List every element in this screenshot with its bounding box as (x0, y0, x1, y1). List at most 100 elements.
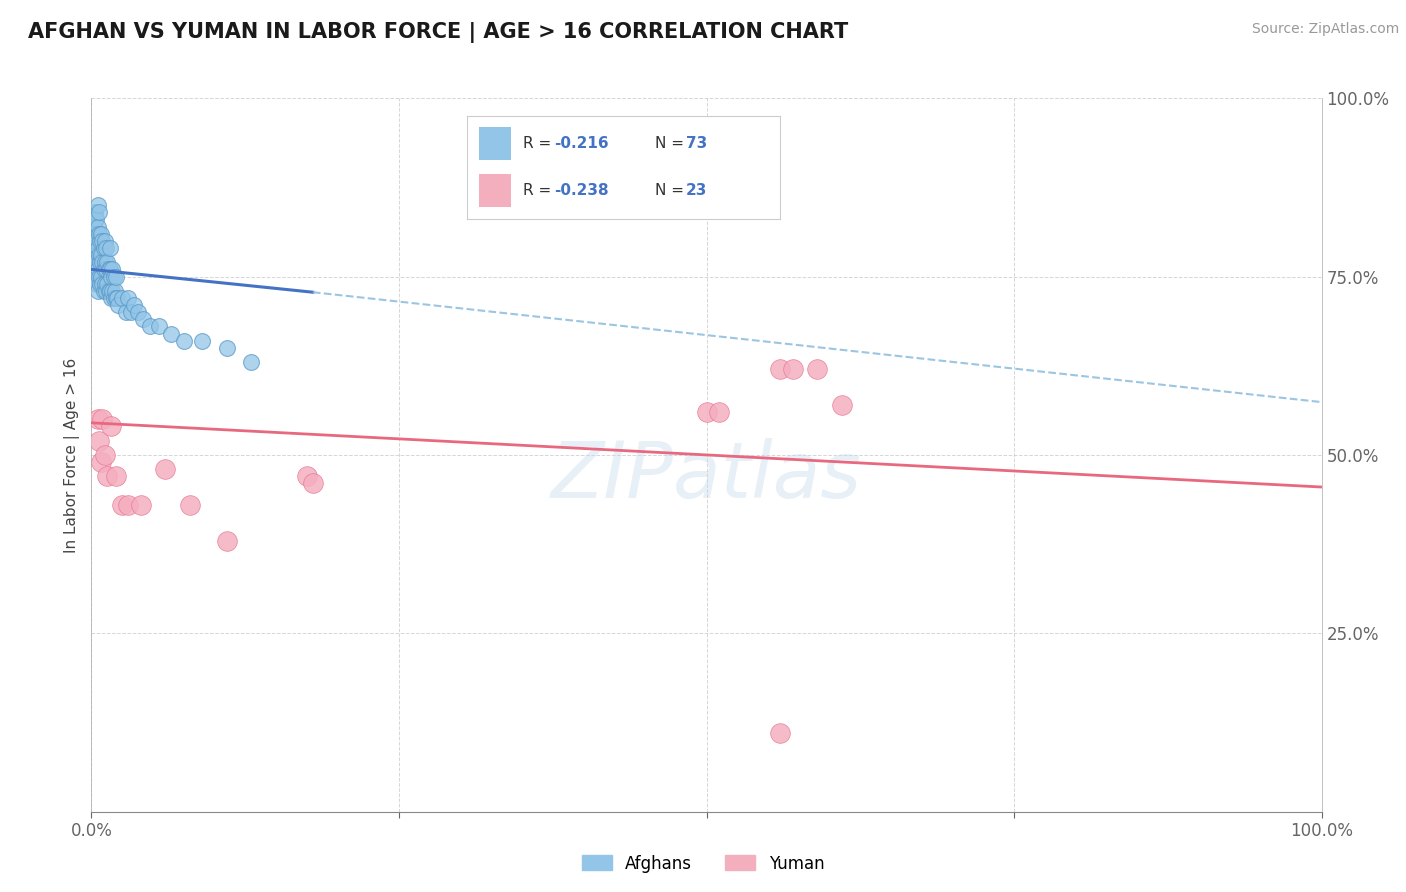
Point (87, 227, 110, 241)
Point (782, 362, 804, 376)
Legend: Afghans, Yuman: Afghans, Yuman (575, 848, 831, 880)
Point (100, 269, 122, 284)
Y-axis label: In Labor Force | Age > 16: In Labor Force | Age > 16 (65, 358, 80, 552)
Point (120, 305, 142, 319)
Point (111, 291, 134, 305)
Point (87, 248, 110, 262)
Point (215, 341, 238, 355)
Point (96, 262, 117, 277)
Point (97, 284, 120, 298)
Point (87, 434, 110, 448)
Point (90, 227, 112, 241)
Point (148, 319, 170, 334)
Point (97, 262, 120, 277)
Text: N =: N = (655, 136, 689, 152)
Point (707, 405, 730, 419)
Point (98, 262, 121, 277)
Point (86, 241, 108, 255)
Point (87, 205, 110, 219)
Point (84, 248, 107, 262)
Point (86, 277, 108, 291)
Point (94, 277, 117, 291)
Point (86, 198, 108, 212)
Point (86, 262, 108, 277)
Text: -0.238: -0.238 (554, 183, 609, 198)
Point (93, 241, 115, 255)
Point (103, 269, 125, 284)
Point (93, 284, 115, 298)
Point (173, 334, 195, 348)
Point (98, 241, 121, 255)
Point (132, 312, 155, 326)
Point (101, 284, 124, 298)
Point (91, 412, 114, 426)
Point (83, 219, 105, 234)
Point (240, 355, 263, 369)
Point (84, 269, 107, 284)
Point (695, 405, 717, 419)
Text: R =: R = (523, 183, 557, 198)
Point (90, 248, 112, 262)
Point (89, 255, 111, 269)
Point (94, 448, 117, 462)
Point (84, 227, 107, 241)
Point (105, 291, 128, 305)
Point (769, 362, 792, 376)
Point (103, 291, 125, 305)
Point (139, 319, 162, 334)
Point (301, 476, 323, 491)
Point (114, 305, 138, 319)
Point (104, 284, 127, 298)
Text: ZIPatlas: ZIPatlas (551, 438, 862, 515)
Point (82, 234, 104, 248)
Point (806, 362, 828, 376)
Point (82, 255, 104, 269)
Point (91, 277, 114, 291)
Point (94, 234, 117, 248)
Text: AFGHAN VS YUMAN IN LABOR FORCE | AGE > 16 CORRELATION CHART: AFGHAN VS YUMAN IN LABOR FORCE | AGE > 1… (28, 22, 848, 44)
Point (96, 241, 117, 255)
Point (96, 284, 117, 298)
Point (90, 455, 112, 469)
Point (82, 212, 104, 227)
Text: Source: ZipAtlas.com: Source: ZipAtlas.com (1251, 22, 1399, 37)
Point (93, 262, 115, 277)
Point (89, 234, 111, 248)
Point (84, 205, 107, 219)
Point (127, 305, 149, 319)
Point (87, 269, 110, 284)
Point (107, 298, 129, 312)
Point (769, 726, 792, 740)
Point (86, 255, 108, 269)
Point (96, 277, 118, 291)
Point (86, 412, 108, 426)
Point (179, 498, 201, 512)
Text: N =: N = (655, 183, 689, 198)
Point (90, 269, 112, 284)
Point (105, 291, 127, 305)
Point (86, 219, 108, 234)
Text: R =: R = (523, 136, 557, 152)
Point (153, 462, 177, 476)
Point (100, 291, 122, 305)
Point (831, 398, 853, 412)
Point (117, 291, 139, 305)
Point (215, 533, 238, 548)
Point (86, 212, 108, 227)
Point (89, 277, 111, 291)
Point (124, 298, 146, 312)
Point (86, 234, 108, 248)
Point (96, 255, 118, 269)
Point (117, 498, 139, 512)
Point (86, 284, 108, 298)
Text: 73: 73 (686, 136, 707, 152)
FancyBboxPatch shape (479, 128, 510, 161)
Text: 23: 23 (686, 183, 707, 198)
Point (98, 284, 121, 298)
FancyBboxPatch shape (479, 174, 510, 207)
Point (83, 241, 105, 255)
Point (295, 469, 318, 483)
Text: -0.216: -0.216 (554, 136, 609, 152)
Point (94, 255, 117, 269)
Point (160, 326, 183, 341)
